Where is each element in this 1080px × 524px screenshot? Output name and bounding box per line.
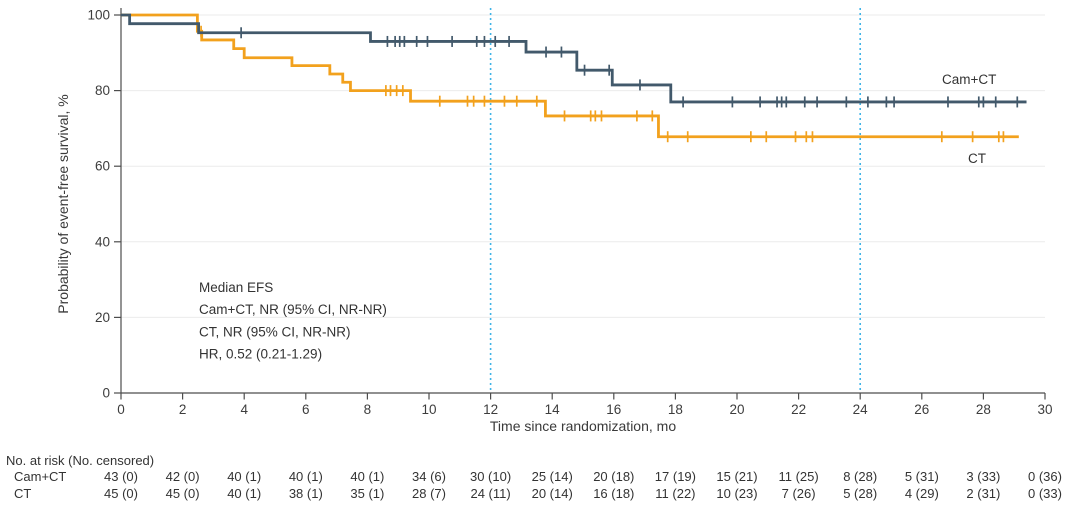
annotation-line: HR, 0.52 (0.21-1.29) bbox=[199, 347, 322, 362]
risk-cell: 34 (6) bbox=[412, 469, 446, 484]
x-tick-label: 10 bbox=[421, 402, 436, 417]
risk-cell: 38 (1) bbox=[289, 486, 323, 501]
risk-cell: 15 (21) bbox=[716, 469, 757, 484]
risk-cell: 10 (23) bbox=[716, 486, 757, 501]
risk-cell: 30 (10) bbox=[470, 469, 511, 484]
x-tick-label: 2 bbox=[179, 402, 187, 417]
y-tick-label: 100 bbox=[87, 8, 110, 23]
risk-cell: 2 (31) bbox=[966, 486, 1000, 501]
risk-cell: 40 (1) bbox=[289, 469, 323, 484]
median-efs-annotation: Median EFS Cam+CT, NR (95% CI, NR-NR) CT, … bbox=[199, 280, 387, 362]
x-tick-label: 12 bbox=[483, 402, 498, 417]
risk-cell: 16 (18) bbox=[593, 486, 634, 501]
x-tick-label: 20 bbox=[729, 402, 744, 417]
risk-cell: 5 (31) bbox=[905, 469, 939, 484]
risk-cell: 11 (22) bbox=[655, 486, 695, 501]
y-tick-label: 60 bbox=[95, 159, 110, 174]
y-tick-label: 80 bbox=[95, 83, 110, 98]
x-axis-title: Time since randomization, mo bbox=[490, 418, 676, 434]
risk-cell: 40 (1) bbox=[350, 469, 384, 484]
risk-cell: 28 (7) bbox=[412, 486, 446, 501]
x-tick-label: 4 bbox=[240, 402, 248, 417]
risk-cell: 3 (33) bbox=[966, 469, 1000, 484]
risk-cell: 4 (29) bbox=[905, 486, 939, 501]
risk-cell: 35 (1) bbox=[350, 486, 384, 501]
risk-cell: 40 (1) bbox=[227, 486, 261, 501]
risk-cell: 5 (28) bbox=[843, 486, 877, 501]
x-tick-label: 24 bbox=[853, 402, 869, 417]
annotation-line: Cam+CT, NR (95% CI, NR-NR) bbox=[199, 302, 387, 317]
risk-cell: 17 (19) bbox=[655, 469, 696, 484]
annotation-line: CT, NR (95% CI, NR-NR) bbox=[199, 324, 351, 339]
curve-label-cam-ct: Cam+CT bbox=[942, 72, 996, 87]
survival-curve-cam-ct bbox=[121, 13, 1027, 104]
x-tick-label: 16 bbox=[606, 402, 621, 417]
risk-cell: 45 (0) bbox=[104, 486, 138, 501]
risk-cell: 45 (0) bbox=[166, 486, 200, 501]
reference-lines bbox=[489, 8, 862, 393]
gridlines bbox=[121, 14, 1045, 318]
risk-cell: 20 (14) bbox=[532, 486, 573, 501]
risk-cell: 11 (25) bbox=[778, 469, 818, 484]
x-tick-label: 18 bbox=[668, 402, 683, 417]
y-axis-title: Probability of event-free survival, % bbox=[55, 94, 71, 313]
risk-cell: 42 (0) bbox=[166, 469, 200, 484]
survival-curve-ct bbox=[121, 13, 1019, 139]
risk-table-title: No. at risk (No. censored) bbox=[6, 453, 154, 468]
y-tick-label: 0 bbox=[102, 386, 110, 401]
x-tick-label: 28 bbox=[976, 402, 991, 417]
risk-cell: 20 (18) bbox=[593, 469, 634, 484]
x-tick-label: 6 bbox=[302, 402, 310, 417]
curve-labels: Cam+CT CT bbox=[942, 72, 996, 166]
y-tick-label: 40 bbox=[95, 234, 110, 249]
risk-cell: 0 (33) bbox=[1028, 486, 1062, 501]
x-tick-label: 22 bbox=[791, 402, 806, 417]
x-tick-label: 0 bbox=[117, 402, 125, 417]
y-tick-label: 20 bbox=[95, 310, 110, 325]
risk-cell: 7 (26) bbox=[782, 486, 816, 501]
risk-cell: 24 (11) bbox=[470, 486, 510, 501]
number-at-risk-table: No. at risk (No. censored) Cam+CT 43 (0) 4… bbox=[6, 453, 1062, 501]
risk-cell: 0 (36) bbox=[1028, 469, 1062, 484]
risk-row-label: Cam+CT bbox=[14, 469, 66, 484]
risk-table-rows: Cam+CT 43 (0) 42 (0) 40 (1) 40 (1) 40 (1) 34 (… bbox=[14, 469, 1062, 501]
risk-cell: 8 (28) bbox=[843, 469, 877, 484]
x-tick-label: 8 bbox=[364, 402, 372, 417]
curve-label-ct: CT bbox=[968, 151, 986, 166]
risk-cell: 43 (0) bbox=[104, 469, 138, 484]
risk-cell: 25 (14) bbox=[532, 469, 573, 484]
x-tick-label: 30 bbox=[1037, 402, 1052, 417]
x-tick-label: 14 bbox=[545, 402, 561, 417]
annotation-line: Median EFS bbox=[199, 280, 273, 295]
axes bbox=[114, 8, 1046, 400]
survival-curves bbox=[121, 13, 1027, 143]
x-tick-label: 26 bbox=[914, 402, 929, 417]
risk-row-label: CT bbox=[14, 486, 31, 501]
risk-cell: 40 (1) bbox=[227, 469, 261, 484]
